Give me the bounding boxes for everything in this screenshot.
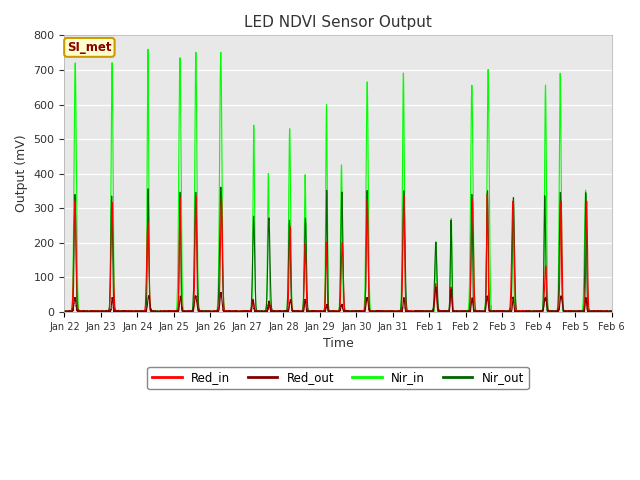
Nir_in — [144, 47, 152, 52]
Red_in — [172, 309, 180, 314]
Nir_in — [266, 255, 273, 261]
X-axis label: Time: Time — [323, 337, 353, 350]
Red_out — [178, 302, 186, 308]
Nir_in — [61, 309, 68, 314]
Red_in — [61, 309, 68, 314]
Red_in — [178, 292, 186, 298]
Nir_out — [266, 226, 273, 231]
Red_out — [266, 300, 273, 306]
Line: Red_in: Red_in — [65, 193, 612, 312]
Nir_out — [217, 184, 225, 190]
Red_out — [606, 309, 614, 314]
Nir_in — [178, 228, 186, 234]
Line: Nir_in: Nir_in — [65, 49, 612, 312]
Red_out — [172, 309, 180, 314]
Red_out — [61, 309, 68, 315]
Nir_out — [61, 309, 68, 315]
Nir_in — [172, 309, 180, 314]
Nir_in — [606, 309, 614, 315]
Red_in — [61, 309, 68, 315]
Red_out — [432, 284, 440, 290]
Red_out — [492, 309, 499, 315]
Red_in — [266, 299, 273, 304]
Red_in — [492, 309, 499, 315]
Red_out — [61, 309, 68, 314]
Red_in — [483, 191, 491, 196]
Nir_in — [414, 309, 422, 315]
Line: Nir_out: Nir_out — [65, 187, 612, 312]
Nir_out — [61, 309, 68, 315]
Nir_out — [492, 309, 499, 315]
Nir_out — [172, 309, 180, 315]
Line: Red_out: Red_out — [65, 287, 612, 312]
Nir_out — [608, 309, 616, 314]
Red_in — [608, 309, 616, 315]
Title: LED NDVI Sensor Output: LED NDVI Sensor Output — [244, 15, 432, 30]
Nir_out — [178, 299, 186, 304]
Red_in — [606, 309, 614, 314]
Text: SI_met: SI_met — [67, 41, 111, 54]
Red_in — [413, 308, 421, 314]
Nir_out — [414, 309, 422, 314]
Red_out — [608, 309, 616, 315]
Y-axis label: Output (mV): Output (mV) — [15, 135, 28, 213]
Red_out — [413, 309, 421, 315]
Legend: Red_in, Red_out, Nir_in, Nir_out: Red_in, Red_out, Nir_in, Nir_out — [147, 367, 529, 389]
Nir_out — [606, 309, 614, 315]
Nir_in — [608, 309, 616, 315]
Nir_in — [492, 308, 499, 314]
Nir_in — [61, 309, 68, 315]
